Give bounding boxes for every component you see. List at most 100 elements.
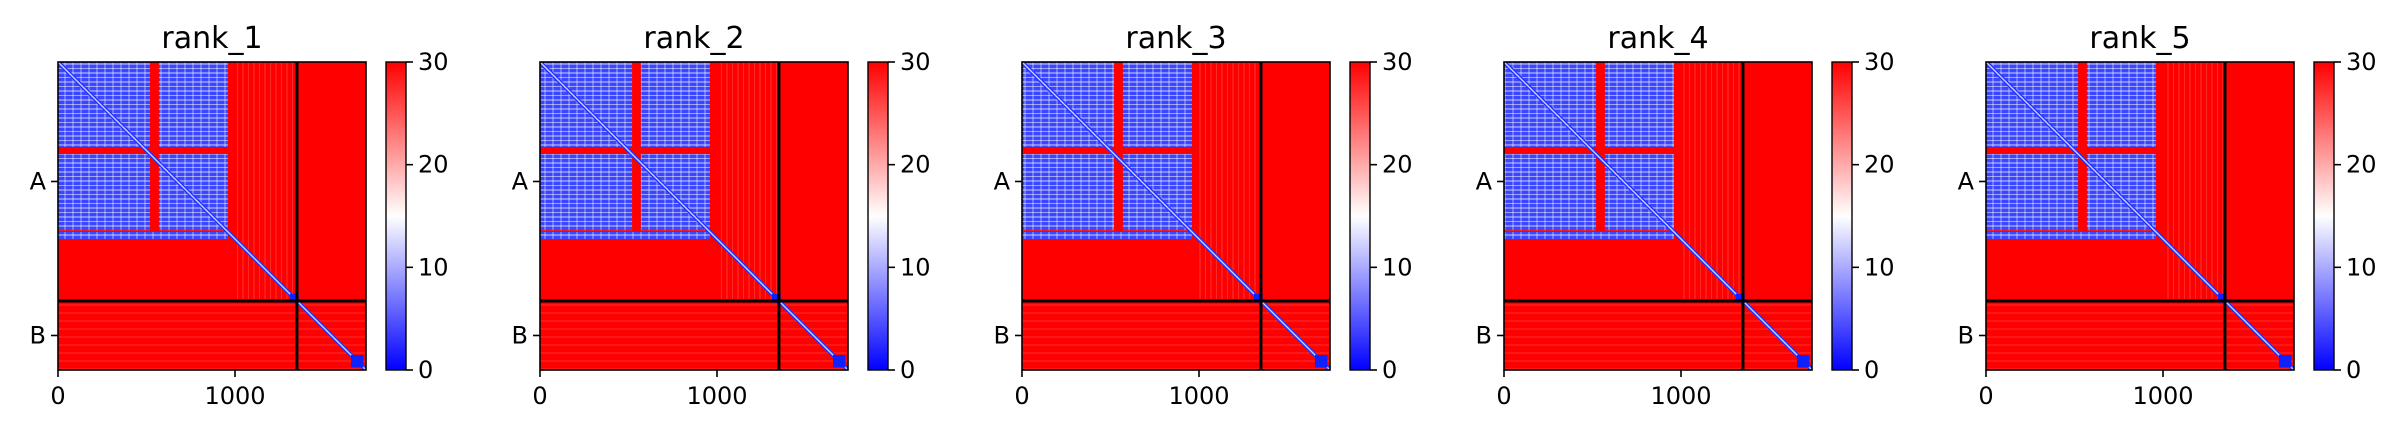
- low-error-texture: [1986, 154, 2079, 231]
- colorbar-frame: [385, 61, 407, 371]
- low-error-texture: [1022, 231, 1192, 240]
- x-tick-label: 1000: [1650, 382, 1711, 410]
- colorbar: [868, 62, 888, 370]
- y-tick-label: A: [30, 167, 47, 195]
- low-error-texture: [1604, 154, 1674, 231]
- low-error-texture: [1022, 154, 1115, 231]
- y-tick-label: A: [994, 167, 1011, 195]
- y-tick-label: B: [994, 321, 1010, 349]
- axes-frame: [1985, 61, 2295, 371]
- axes-frame: [1021, 61, 1331, 371]
- heatmap-texture-ab: [2163, 62, 2225, 301]
- y-tick-label: A: [512, 167, 529, 195]
- colorbar-tick-label: 0: [900, 356, 915, 384]
- diagonal-highlight: [1022, 62, 1330, 370]
- colorbar-tick-label: 20: [1864, 151, 1895, 179]
- chain-a-tail-block: [2217, 293, 2227, 303]
- pae-heatmap: [58, 62, 366, 370]
- x-tick-label: 0: [1496, 382, 1511, 410]
- panel-title: rank_2: [643, 21, 744, 56]
- chain-a-tail-block: [1735, 293, 1745, 303]
- low-error-texture: [2086, 62, 2156, 147]
- low-error-texture: [58, 154, 151, 231]
- x-tick-label: 1000: [2132, 382, 2193, 410]
- y-tick-label: B: [1958, 321, 1974, 349]
- heatmap-texture-b: [1022, 300, 1330, 370]
- low-error-texture: [640, 154, 710, 231]
- colorbar-tick-label: 0: [2346, 356, 2361, 384]
- colorbar: [2314, 62, 2334, 370]
- diagonal-highlight: [1986, 62, 2294, 370]
- y-tick-label: B: [1476, 321, 1492, 349]
- x-tick-label: 1000: [686, 382, 747, 410]
- chain-b-core-block: [1314, 354, 1328, 368]
- panel-5: rank_5 0 1000 A B 0 10 20 30: [1958, 21, 2377, 410]
- chain-a-tail-block: [771, 293, 781, 303]
- low-error-texture: [540, 154, 633, 231]
- colorbar-tick-label: 0: [1864, 356, 1879, 384]
- colorbar-tick-label: 30: [900, 48, 931, 76]
- low-error-texture: [58, 231, 228, 240]
- axes-frame: [57, 61, 367, 371]
- x-tick-label: 0: [50, 382, 65, 410]
- y-tick-label: B: [30, 321, 46, 349]
- pae-heatmap: [1986, 62, 2294, 370]
- panel-3: rank_3 0 1000 A B 0 10 20 30: [994, 21, 1413, 410]
- low-error-texture: [1504, 154, 1597, 231]
- colorbar: [1832, 62, 1852, 370]
- heatmap-texture-ab: [1681, 62, 1743, 301]
- axes-frame: [1503, 61, 1813, 371]
- low-error-texture: [1604, 62, 1674, 147]
- low-error-texture: [1122, 154, 1192, 231]
- colorbar-frame: [1831, 61, 1853, 371]
- y-tick-label: A: [1476, 167, 1493, 195]
- chain-b-core-block: [2278, 354, 2292, 368]
- heatmap-texture-b: [58, 300, 366, 370]
- x-tick-label: 0: [1978, 382, 1993, 410]
- diagonal-highlight: [58, 62, 366, 370]
- heatmap-texture-ab: [717, 62, 779, 301]
- y-tick-label: A: [1958, 167, 1975, 195]
- colorbar-tick-label: 30: [1382, 48, 1413, 76]
- colorbar: [386, 62, 406, 370]
- low-error-texture: [1504, 231, 1674, 240]
- pae-heatmap: [540, 62, 848, 370]
- low-error-texture: [1986, 231, 2156, 240]
- heatmap-texture-ab: [235, 62, 297, 301]
- heatmap-texture-b: [540, 300, 848, 370]
- colorbar-tick-label: 30: [2346, 48, 2377, 76]
- low-error-texture: [1122, 62, 1192, 147]
- low-error-texture: [158, 62, 228, 147]
- pae-heatmap: [1022, 62, 1330, 370]
- colorbar-tick-label: 10: [900, 253, 931, 281]
- colorbar-frame: [1349, 61, 1371, 371]
- colorbar-tick-label: 0: [418, 356, 433, 384]
- low-error-texture: [158, 154, 228, 231]
- colorbar-tick-label: 10: [2346, 253, 2377, 281]
- low-error-texture: [640, 62, 710, 147]
- colorbar-tick-label: 30: [418, 48, 449, 76]
- panel-title: rank_1: [161, 21, 262, 56]
- y-tick-label: B: [512, 321, 528, 349]
- colorbar-tick-label: 10: [1382, 253, 1413, 281]
- colorbar-tick-label: 0: [1382, 356, 1397, 384]
- colorbar-frame: [2313, 61, 2335, 371]
- low-error-texture: [2086, 154, 2156, 231]
- diagonal-highlight: [1504, 62, 1812, 370]
- colorbar-tick-label: 20: [418, 151, 449, 179]
- heatmap-texture-b: [1986, 300, 2294, 370]
- chain-a-tail-block: [289, 293, 299, 303]
- colorbar-tick-label: 10: [418, 253, 449, 281]
- axes-frame: [539, 61, 849, 371]
- panel-title: rank_5: [2089, 21, 2190, 56]
- diagonal-highlight: [540, 62, 848, 370]
- chain-b-core-block: [832, 354, 846, 368]
- x-tick-label: 1000: [1168, 382, 1229, 410]
- panel-2: rank_2 0 1000 A B 0 10 20 30: [512, 21, 931, 410]
- colorbar-tick-label: 30: [1864, 48, 1895, 76]
- pae-heatmap: [1504, 62, 1812, 370]
- colorbar-tick-label: 20: [1382, 151, 1413, 179]
- colorbar-tick-label: 20: [2346, 151, 2377, 179]
- x-tick-label: 0: [1014, 382, 1029, 410]
